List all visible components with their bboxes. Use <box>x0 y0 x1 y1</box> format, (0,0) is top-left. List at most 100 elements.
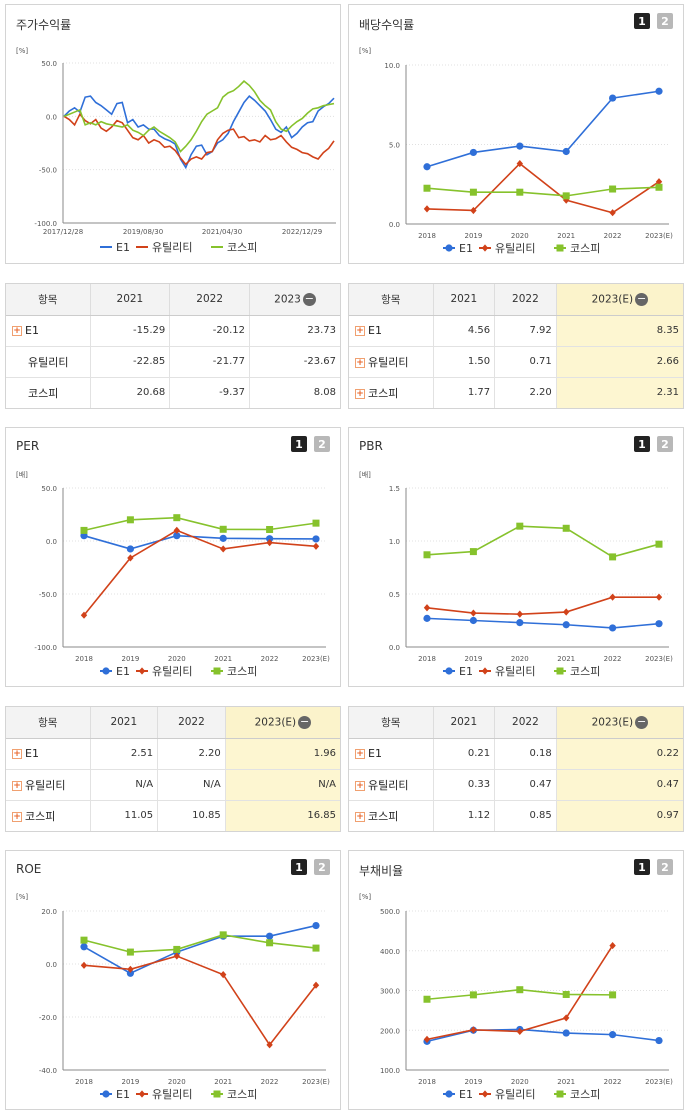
y-tick-label: 0.0 <box>46 961 57 969</box>
row-label: 코스피 <box>28 386 59 400</box>
data-point <box>609 94 617 102</box>
y-tick-label: 0.0 <box>389 644 400 652</box>
data-point <box>562 147 570 156</box>
panel-title: 부채비율 <box>359 864 404 878</box>
data-point <box>423 205 431 213</box>
x-tick-label: 2018 <box>418 1078 436 1086</box>
legend-label-e1: E1 <box>459 1088 473 1101</box>
expand-icon[interactable]: + <box>12 749 22 759</box>
period-button-2[interactable]: 2 <box>657 436 673 452</box>
period-button-1[interactable]: 1 <box>634 436 650 452</box>
period-button-2[interactable]: 2 <box>657 859 673 875</box>
data-point <box>266 1041 273 1049</box>
period-toggle: 1 2 <box>291 859 330 875</box>
cell: 0.71 <box>494 345 557 377</box>
x-tick-label: 2022 <box>604 1078 622 1086</box>
data-point <box>126 545 134 553</box>
expand-icon[interactable]: + <box>12 326 22 336</box>
data-point <box>562 1029 570 1037</box>
x-tick-label: 2019 <box>464 655 482 663</box>
period-button-1[interactable]: 1 <box>291 436 307 452</box>
legend-label-e1: E1 <box>459 665 473 678</box>
period-button-1[interactable]: 1 <box>291 859 307 875</box>
period-toggle: 1 2 <box>291 436 330 452</box>
cell: 0.18 <box>494 737 557 769</box>
data-point <box>445 1090 453 1098</box>
y-tick-label: 300.0 <box>380 988 400 996</box>
legend-label-util: 유틸리티 <box>495 242 535 255</box>
period-button-1[interactable]: 1 <box>634 859 650 875</box>
expand-icon[interactable]: + <box>355 388 365 399</box>
stock-return-table: 항목 2021 2022 2023− + E1 -15.29 -20.12 23.… <box>5 283 341 409</box>
cell: 0.22 <box>555 737 683 769</box>
expand-icon[interactable]: + <box>355 780 365 791</box>
data-point <box>80 526 88 534</box>
header-2023e: 2023(E) − <box>555 707 683 739</box>
panel-title: PER <box>16 439 40 453</box>
legend-label-e1: E1 <box>116 665 130 678</box>
data-point <box>609 593 616 601</box>
data-point <box>423 184 431 192</box>
x-tick-label: 2023(E) <box>302 1078 330 1086</box>
x-tick-label: 2021 <box>214 655 232 663</box>
series-line-2 <box>83 934 317 953</box>
period-button-2[interactable]: 2 <box>314 436 330 452</box>
table-row: + E1 2.51 2.20 1.96 <box>6 737 340 769</box>
expand-icon[interactable]: + <box>355 749 365 759</box>
expand-icon[interactable]: + <box>12 811 22 822</box>
expand-icon[interactable]: + <box>355 357 365 368</box>
data-point <box>470 206 477 215</box>
collapse-icon[interactable]: − <box>635 714 649 729</box>
expand-icon[interactable]: + <box>355 326 365 336</box>
header-2023e: 2023(E) − <box>224 707 340 739</box>
row-label: 유틸리티 <box>368 778 409 792</box>
series-line-1 <box>83 529 317 616</box>
legend-label-util: 유틸리티 <box>152 1088 192 1101</box>
x-tick-label: 2019 <box>121 1078 139 1086</box>
cell: -20.12 <box>169 314 250 346</box>
dividend-yield-panel: 배당수익률 1 2 [%] 10.0 5.0 0.0 2018 2019 2020 2021… <box>348 4 684 264</box>
x-tick-label: 2023(E) <box>645 1078 673 1086</box>
per-chart: 50.0 0.0 -50.0 -100.0 2018 2019 2020 2021 2022 20… <box>34 485 330 678</box>
debt-ratio-chart: 500.0 400.0 300.0 200.0 100.0 2018 2019 2020 202… <box>380 908 673 1101</box>
collapse-icon[interactable]: − <box>635 291 649 306</box>
collapse-icon[interactable]: − <box>302 291 316 306</box>
period-toggle: 1 2 <box>634 13 673 29</box>
period-button-2[interactable]: 2 <box>657 13 673 29</box>
stock-return-panel: 주가수익률 [%] 50.0 0.0 -50.0 -100.0 2017/12/28 20… <box>5 4 341 264</box>
x-tick-label: 2020 <box>511 1078 529 1086</box>
data-point <box>609 209 616 217</box>
data-point <box>213 667 221 675</box>
period-button-1[interactable]: 1 <box>634 13 650 29</box>
panel-title: 배당수익률 <box>359 18 415 32</box>
legend-label-e1: E1 <box>459 242 473 255</box>
expand-icon[interactable]: + <box>355 811 365 822</box>
x-tick-label: 2018 <box>418 232 436 240</box>
dividend-yield-table: 항목 2021 2022 2023(E) − + E1 4.56 7.92 8.35… <box>348 283 684 409</box>
data-point <box>655 620 663 628</box>
series-line-0 <box>426 1028 660 1043</box>
unit-label: [%] <box>359 893 372 901</box>
collapse-icon[interactable]: − <box>298 714 312 729</box>
cell: 1.50 <box>432 345 495 377</box>
data-point <box>102 1090 110 1098</box>
cell: N/A <box>224 768 340 800</box>
data-point <box>481 667 489 675</box>
header-item: 항목 <box>6 707 90 739</box>
unit-label: [%] <box>16 47 29 55</box>
x-tick-label: 2021 <box>557 655 575 663</box>
period-toggle: 1 2 <box>634 859 673 875</box>
y-tick-label: 200.0 <box>380 1027 400 1035</box>
data-point <box>609 624 617 632</box>
data-point <box>516 1027 523 1036</box>
x-tick-label: 2020 <box>511 232 529 240</box>
period-button-2[interactable]: 2 <box>314 859 330 875</box>
expand-icon[interactable]: + <box>12 780 22 791</box>
data-point <box>469 616 477 625</box>
legend-label-e1: E1 <box>116 1088 130 1101</box>
data-point <box>556 244 564 252</box>
data-point <box>266 535 274 543</box>
pbr-chart: 1.5 1.0 0.5 0.0 2018 2019 2020 2021 2022 2023(E) E… <box>389 485 673 678</box>
data-point <box>469 188 477 196</box>
header-item: 항목 <box>349 707 433 739</box>
